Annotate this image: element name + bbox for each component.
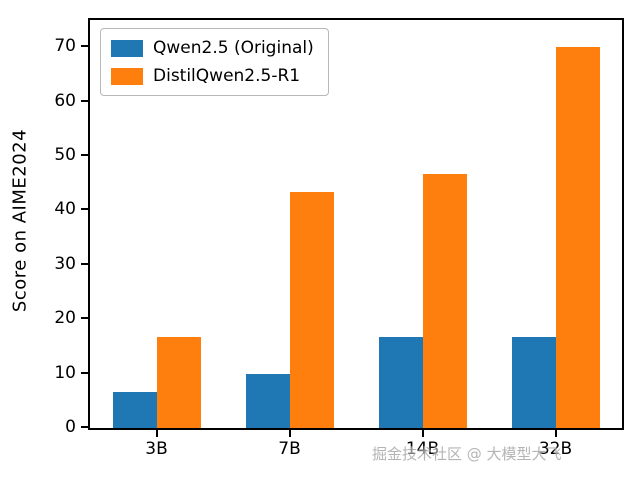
legend-item-distilqwen: DistilQwen2.5-R1 <box>111 66 314 86</box>
legend-label-qwen25: Qwen2.5 (Original) <box>153 38 314 58</box>
legend-swatch-orange <box>111 67 143 85</box>
y-tick-mark <box>81 317 88 320</box>
bar-qwen25-7b <box>245 373 290 428</box>
legend-swatch-blue <box>111 39 143 57</box>
bar-qwen25-32b <box>511 337 556 428</box>
legend-label-distilqwen: DistilQwen2.5-R1 <box>153 66 301 86</box>
x-tick-mark <box>421 430 424 437</box>
y-tick-label: 40 <box>54 199 76 220</box>
plot-area: Qwen2.5 (Original) DistilQwen2.5-R1 <box>88 18 624 430</box>
x-tick-label: 3B <box>145 439 168 459</box>
x-tick-label: 14B <box>405 439 440 459</box>
bar-qwen25-3b <box>112 391 157 428</box>
y-tick-label: 70 <box>54 36 76 57</box>
y-tick-label: 30 <box>54 253 76 274</box>
x-tick-mark <box>554 430 557 437</box>
y-tick-label: 50 <box>54 145 76 165</box>
x-tick-mark <box>155 430 158 437</box>
x-tick-mark <box>288 430 291 437</box>
y-tick-label: 10 <box>54 362 76 383</box>
y-tick-mark <box>81 99 88 102</box>
x-tick-label: 32B <box>538 439 573 459</box>
y-tick-mark <box>81 45 88 48</box>
bar-distilqwen-3b <box>156 337 201 428</box>
y-tick-label: 60 <box>54 90 76 111</box>
bar-qwen25-14b <box>378 337 423 428</box>
bar-distilqwen-7b <box>289 192 334 428</box>
y-tick-mark <box>81 262 88 265</box>
y-tick-mark <box>81 371 88 374</box>
legend: Qwen2.5 (Original) DistilQwen2.5-R1 <box>100 28 329 96</box>
y-tick-mark <box>81 208 88 211</box>
x-tick-label: 7B <box>278 439 301 459</box>
bar-distilqwen-14b <box>422 173 467 428</box>
bar-distilqwen-32b <box>555 47 600 428</box>
watermark: 掘金技术社区 @ 大模型大飞 <box>372 445 562 463</box>
y-tick-mark <box>81 426 88 428</box>
y-tick-mark <box>81 154 88 156</box>
y-tick-label: 0 <box>65 417 76 437</box>
legend-item-qwen25: Qwen2.5 (Original) <box>111 38 314 58</box>
y-tick-label: 20 <box>54 308 76 329</box>
